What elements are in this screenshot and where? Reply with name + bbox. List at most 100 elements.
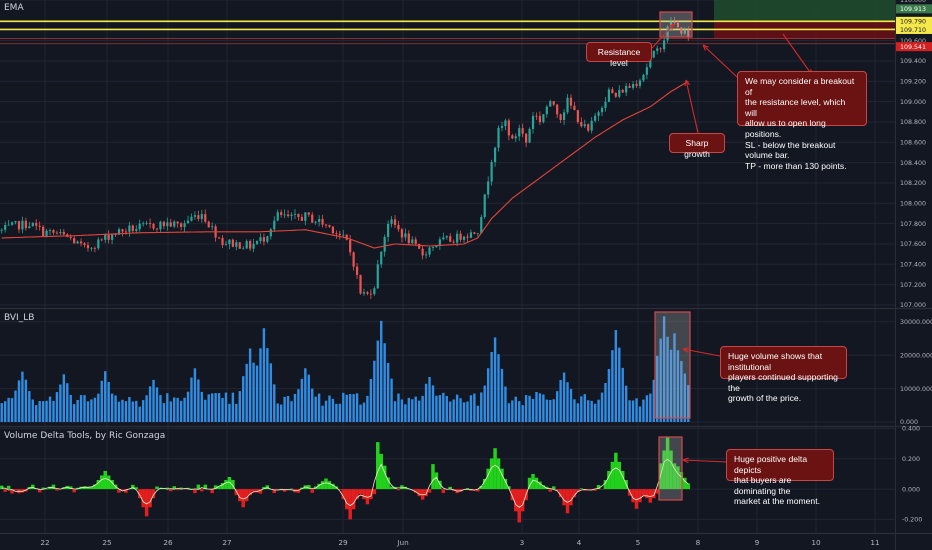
candle-body bbox=[159, 221, 162, 230]
volume-bar bbox=[555, 391, 559, 422]
delta-bar bbox=[620, 470, 625, 490]
delta-bar bbox=[389, 486, 394, 490]
volume-bar bbox=[587, 400, 590, 422]
delta-bar bbox=[431, 464, 435, 490]
volume-indicator-label: BVI_LB bbox=[4, 313, 35, 323]
delta-tick-label: 0.000 bbox=[902, 486, 920, 493]
candle-body bbox=[476, 233, 479, 235]
annotation-arrows bbox=[651, 23, 813, 464]
delta-bar bbox=[48, 486, 52, 490]
volume-bar bbox=[152, 379, 155, 422]
volume-bar bbox=[562, 372, 566, 422]
volume-bar bbox=[183, 397, 186, 422]
delta-bar bbox=[89, 486, 94, 490]
delta-bar bbox=[514, 489, 518, 512]
delta-bar bbox=[683, 477, 687, 490]
volume-bar bbox=[159, 394, 162, 422]
delta-bar bbox=[372, 489, 377, 495]
candle-body bbox=[345, 234, 348, 240]
delta-bar bbox=[296, 489, 301, 493]
candle-body bbox=[311, 214, 314, 223]
arrow-breakout-head bbox=[702, 44, 709, 51]
candles bbox=[0, 17, 690, 299]
volume-bar bbox=[352, 394, 355, 422]
candle-body bbox=[269, 229, 272, 237]
delta-bar bbox=[410, 489, 415, 490]
delta-bar bbox=[614, 452, 618, 490]
candle-body bbox=[255, 241, 259, 244]
price-tick-label: 107.000 bbox=[900, 302, 926, 309]
candle-body bbox=[687, 30, 690, 37]
volume-bar bbox=[590, 400, 593, 422]
candle-body bbox=[569, 97, 573, 106]
volume-bar bbox=[666, 336, 669, 422]
candle-body bbox=[473, 232, 476, 234]
candle-body bbox=[38, 225, 41, 227]
candle-body bbox=[59, 231, 62, 234]
huge-delta-note: Huge positive delta depicts that buyers … bbox=[726, 449, 834, 506]
volume-bar bbox=[483, 385, 486, 422]
delta-bar bbox=[382, 465, 387, 490]
delta-bar bbox=[68, 486, 73, 490]
arrow-delta-head bbox=[682, 457, 689, 464]
delta-bar bbox=[417, 489, 421, 497]
volume-bar bbox=[273, 384, 276, 422]
delta-bar bbox=[576, 489, 580, 492]
delta-bar bbox=[124, 489, 128, 493]
candle-body bbox=[276, 212, 279, 221]
volume-bar bbox=[545, 399, 549, 422]
volume-bar bbox=[224, 392, 228, 422]
volume-bar bbox=[490, 352, 493, 422]
volume-bar bbox=[48, 396, 52, 422]
delta-bar bbox=[617, 461, 622, 490]
price-tick-label: 107.400 bbox=[900, 261, 926, 268]
y-tick-labels: 110.000 109.600 109.400 109.200 109.000 108.8… bbox=[900, 0, 932, 524]
volume-bar bbox=[597, 399, 600, 422]
price-flag-label: 109.541 bbox=[900, 44, 926, 51]
candle-body bbox=[169, 222, 172, 227]
delta-tick-label: 0.200 bbox=[902, 456, 920, 463]
candle-body bbox=[90, 247, 93, 249]
candle-body bbox=[207, 221, 210, 228]
candle-body bbox=[611, 89, 614, 93]
candle-body bbox=[197, 215, 200, 219]
delta-bar bbox=[631, 489, 635, 503]
delta-bar bbox=[520, 489, 525, 512]
delta-bar bbox=[248, 489, 252, 496]
delta-bar bbox=[331, 483, 335, 490]
price-tick-label: 109.600 bbox=[900, 38, 926, 45]
candle-body bbox=[231, 239, 234, 247]
candle-body bbox=[545, 106, 548, 115]
delta-bar bbox=[72, 489, 76, 493]
delta-bar bbox=[55, 489, 59, 491]
candle-body bbox=[604, 101, 607, 108]
volume-bar bbox=[321, 405, 324, 422]
volume-bar bbox=[621, 367, 624, 422]
delta-bar bbox=[200, 489, 204, 492]
candle-body bbox=[649, 57, 652, 68]
price-flag bbox=[896, 4, 932, 14]
candle-body bbox=[280, 212, 283, 215]
candle-body bbox=[566, 97, 569, 113]
delta-bar bbox=[20, 489, 25, 493]
volume-bar bbox=[207, 394, 210, 422]
candle-body bbox=[383, 236, 386, 252]
x-tick-label: 8 bbox=[696, 538, 701, 547]
candle-body bbox=[200, 214, 203, 219]
delta-bar bbox=[158, 488, 163, 490]
candle-body bbox=[24, 220, 27, 229]
price-tick-label: 108.600 bbox=[900, 140, 926, 147]
volume-bar bbox=[328, 395, 331, 422]
delta-bar bbox=[117, 489, 121, 493]
candle-body bbox=[290, 214, 293, 217]
delta-bar bbox=[434, 472, 439, 490]
candle-body bbox=[645, 67, 648, 75]
volume-bar bbox=[366, 395, 369, 422]
candle-body bbox=[380, 251, 383, 265]
candle-body bbox=[576, 110, 579, 123]
volume-bar bbox=[469, 395, 473, 422]
candle-body bbox=[148, 223, 152, 224]
delta-bar bbox=[548, 489, 553, 492]
price-tick-label: 107.800 bbox=[900, 221, 926, 228]
